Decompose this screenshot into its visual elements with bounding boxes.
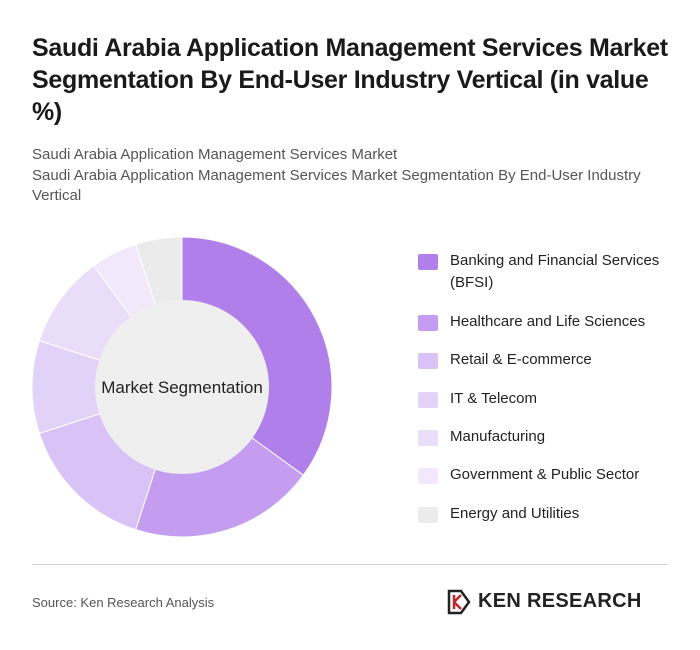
legend-label: Government & Public Sector (450, 466, 640, 483)
legend-swatch (418, 353, 438, 369)
brand-icon (447, 589, 471, 615)
donut-hole (95, 300, 269, 474)
legend-swatch (418, 468, 438, 484)
donut-chart: Market Segmentation (31, 236, 333, 538)
brand: KEN RESEARCH (478, 590, 642, 612)
center-label: Market Segmentation (101, 378, 263, 397)
legend-swatch (418, 507, 438, 523)
subtitle: Saudi Arabia Application Management Serv… (32, 167, 641, 204)
title: Saudi Arabia Application Management Serv… (32, 34, 668, 126)
separator (32, 564, 668, 565)
legend-label: Banking and Financial Services (BFSI) (450, 252, 660, 291)
source: Source: Ken Research Analysis (32, 595, 215, 610)
legend-swatch (418, 430, 438, 446)
legend-label: Manufacturing (450, 428, 546, 445)
legend-swatch (418, 392, 438, 408)
legend-label: IT & Telecom (450, 390, 537, 407)
legend-label: Healthcare and Life Sciences (450, 313, 646, 330)
legend-label: Energy and Utilities (450, 505, 580, 522)
subtitle: Saudi Arabia Application Management Serv… (32, 146, 398, 163)
legend-swatch (418, 315, 438, 331)
legend-swatch (418, 254, 438, 270)
legend-label: Retail & E-commerce (450, 351, 592, 368)
